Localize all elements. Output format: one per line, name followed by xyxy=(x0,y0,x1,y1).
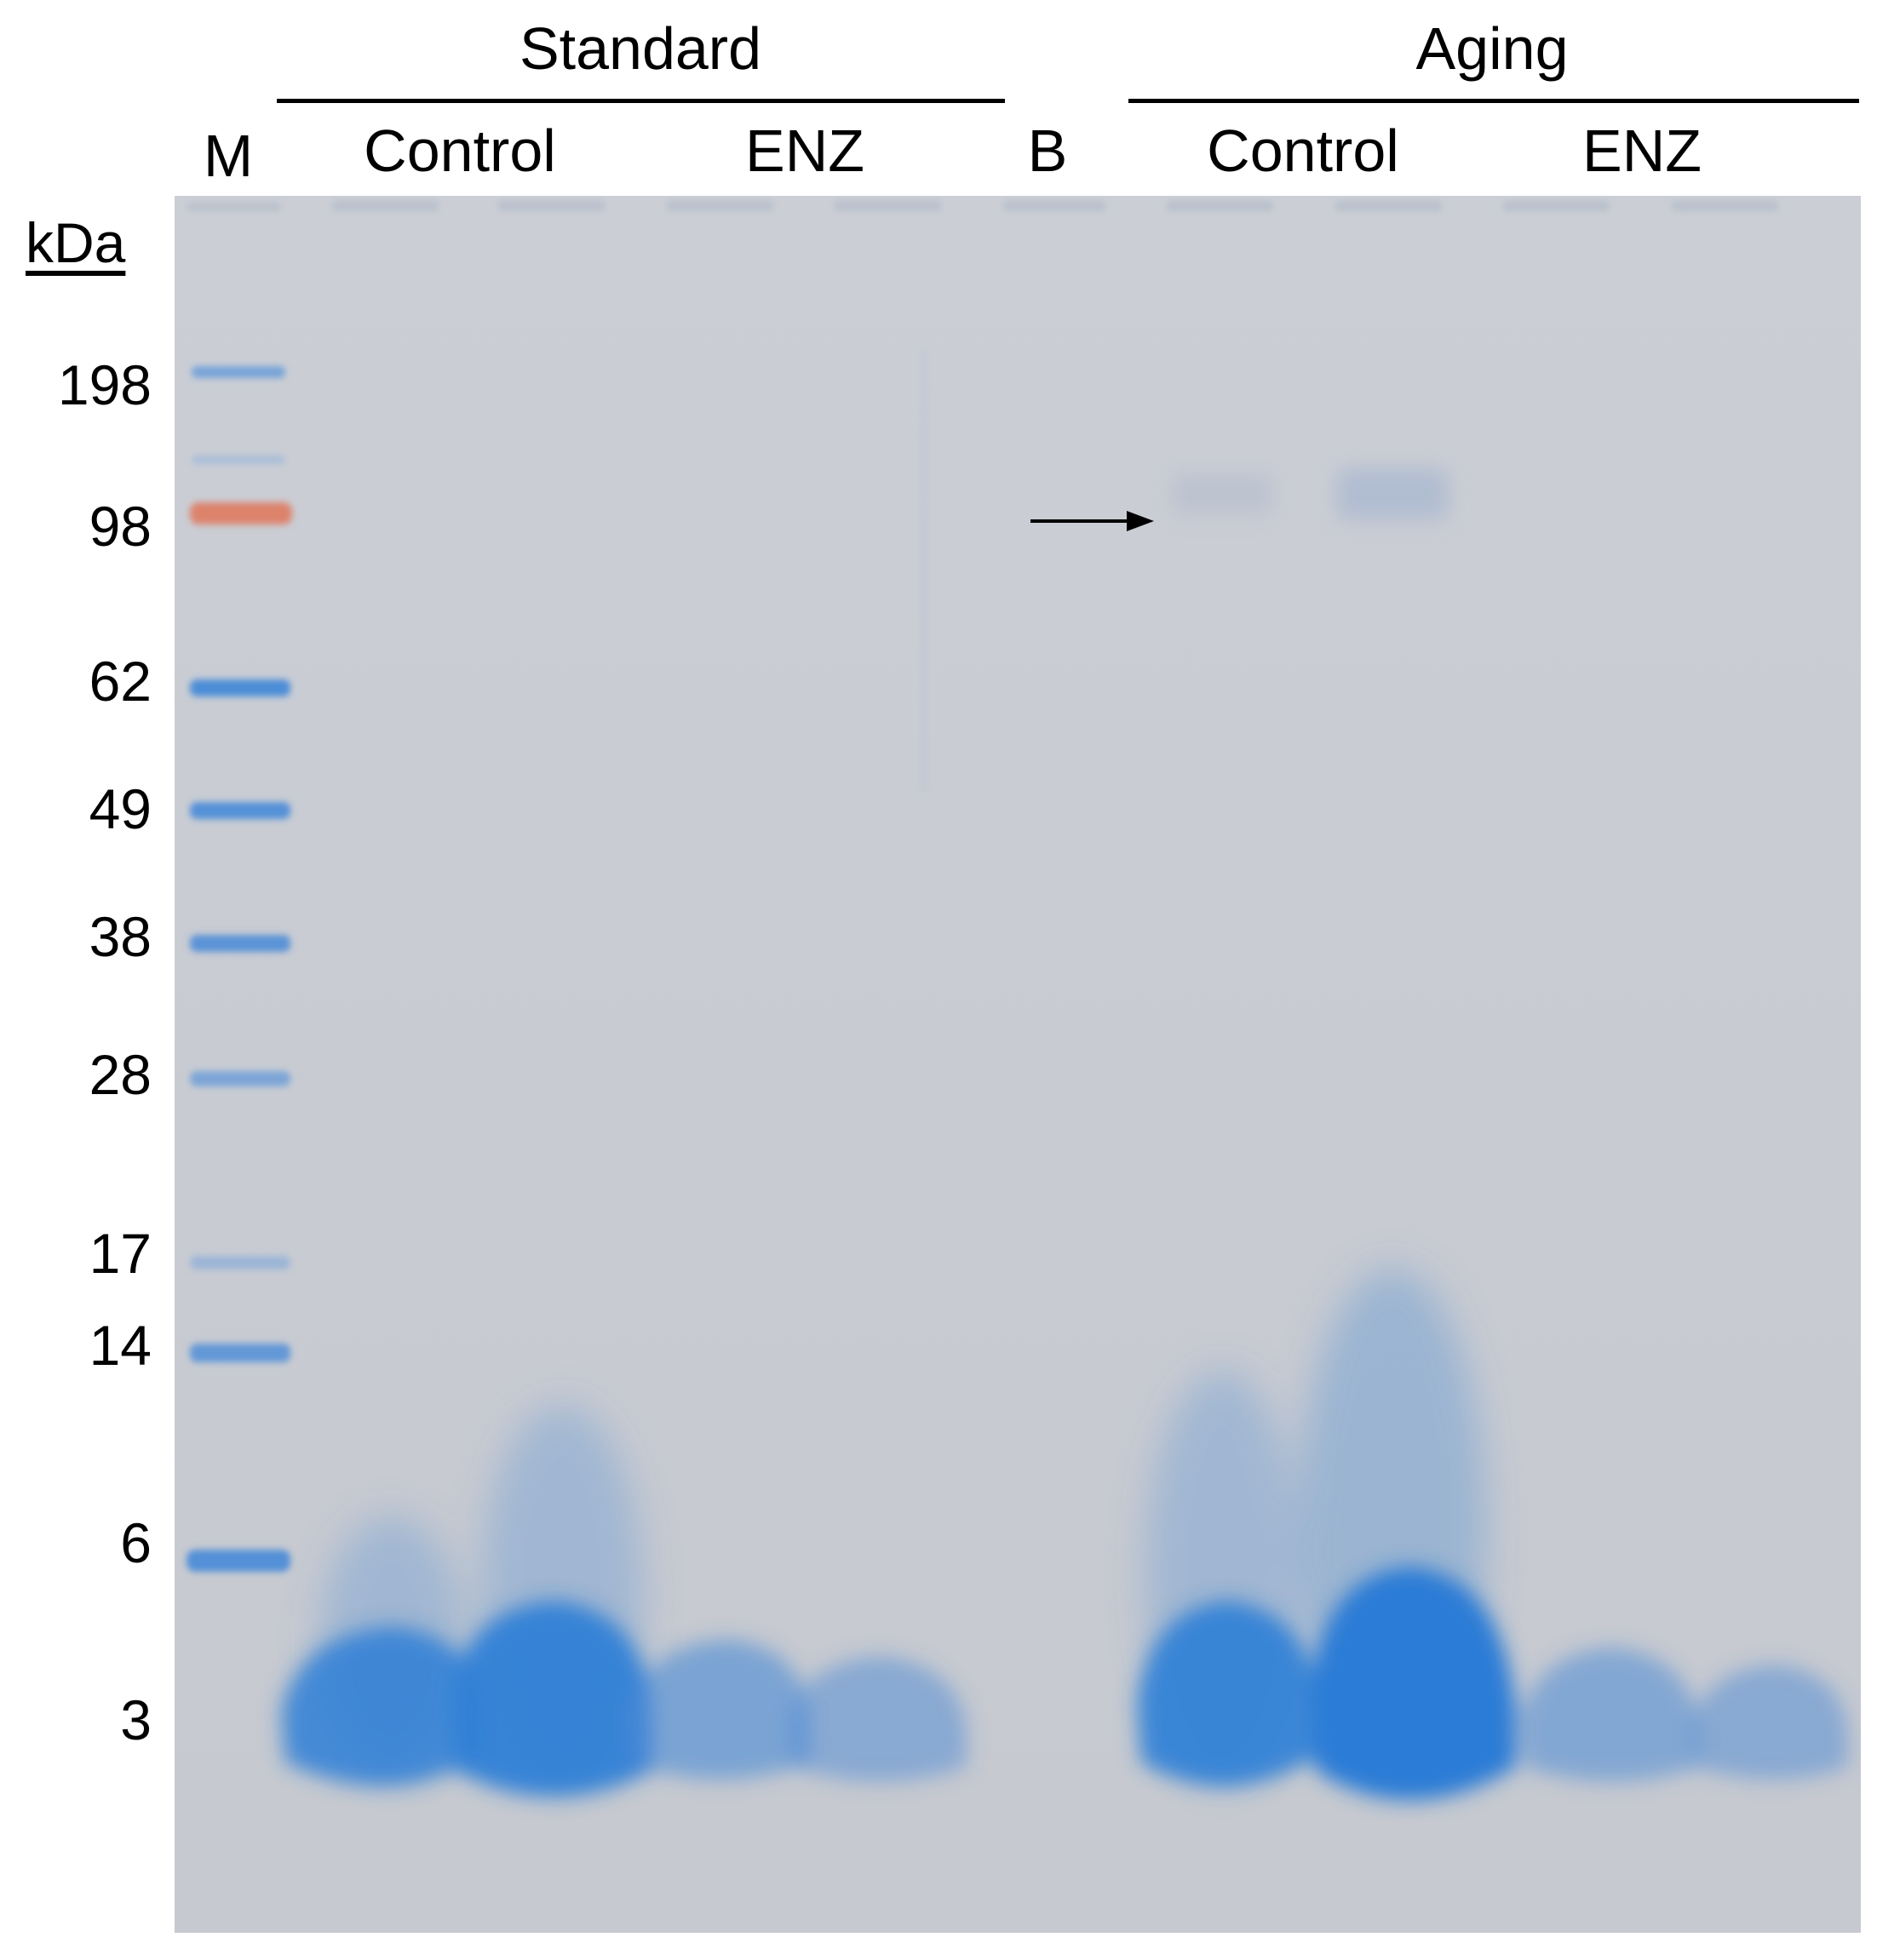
gel-image xyxy=(175,196,1861,1933)
lane-label-blank: B xyxy=(1027,117,1068,184)
lane-label-aging-enz: ENZ xyxy=(1582,117,1702,184)
gel-streak xyxy=(920,349,928,792)
ladder-label-198: 198 xyxy=(57,353,152,416)
ladder-label-62: 62 xyxy=(89,650,152,713)
lane-label-standard-control: Control xyxy=(364,117,556,184)
lane-label-aging-control: Control xyxy=(1207,117,1399,184)
lane-label-marker: M xyxy=(203,123,254,189)
ladder-label-17: 17 xyxy=(89,1222,152,1285)
ladder-label-49: 49 xyxy=(89,777,152,840)
arrow-icon xyxy=(1030,511,1154,531)
high-mw-bands xyxy=(1171,468,1448,519)
group-rule-aging xyxy=(1128,99,1859,103)
kda-unit-label: kDa xyxy=(26,211,126,274)
ladder-label-98: 98 xyxy=(89,495,152,558)
group-label-standard: Standard xyxy=(519,15,762,82)
ladder-label-3: 3 xyxy=(120,1688,152,1751)
ladder-label-28: 28 xyxy=(89,1043,152,1106)
ladder-label-14: 14 xyxy=(89,1314,152,1377)
marker-ladder xyxy=(187,366,292,1572)
sample-smears xyxy=(281,1269,1848,1800)
group-label-aging: Aging xyxy=(1415,15,1569,82)
lane-label-standard-enz: ENZ xyxy=(745,117,864,184)
ladder-label-6: 6 xyxy=(120,1511,152,1574)
ladder-label-38: 38 xyxy=(89,905,152,968)
group-rule-standard xyxy=(277,99,1005,103)
gel-wells xyxy=(187,201,1778,211)
